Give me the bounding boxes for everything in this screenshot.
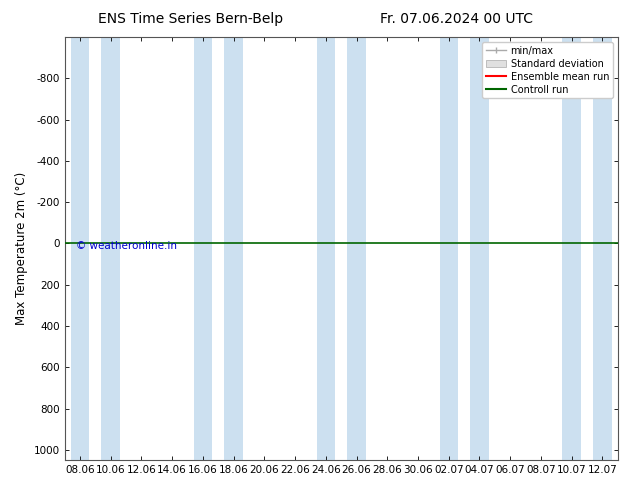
Y-axis label: Max Temperature 2m (°C): Max Temperature 2m (°C)	[15, 172, 28, 325]
Legend: min/max, Standard deviation, Ensemble mean run, Controll run: min/max, Standard deviation, Ensemble me…	[482, 42, 613, 98]
Bar	[224, 37, 243, 460]
Bar	[593, 37, 612, 460]
Bar	[347, 37, 366, 460]
Bar	[470, 37, 489, 460]
Bar	[316, 37, 335, 460]
Bar	[101, 37, 120, 460]
Bar	[562, 37, 581, 460]
Bar	[439, 37, 458, 460]
Bar	[193, 37, 212, 460]
Text: ENS Time Series Bern-Belp: ENS Time Series Bern-Belp	[98, 12, 283, 26]
Bar	[70, 37, 89, 460]
Text: © weatheronline.in: © weatheronline.in	[75, 242, 177, 251]
Text: Fr. 07.06.2024 00 UTC: Fr. 07.06.2024 00 UTC	[380, 12, 533, 26]
